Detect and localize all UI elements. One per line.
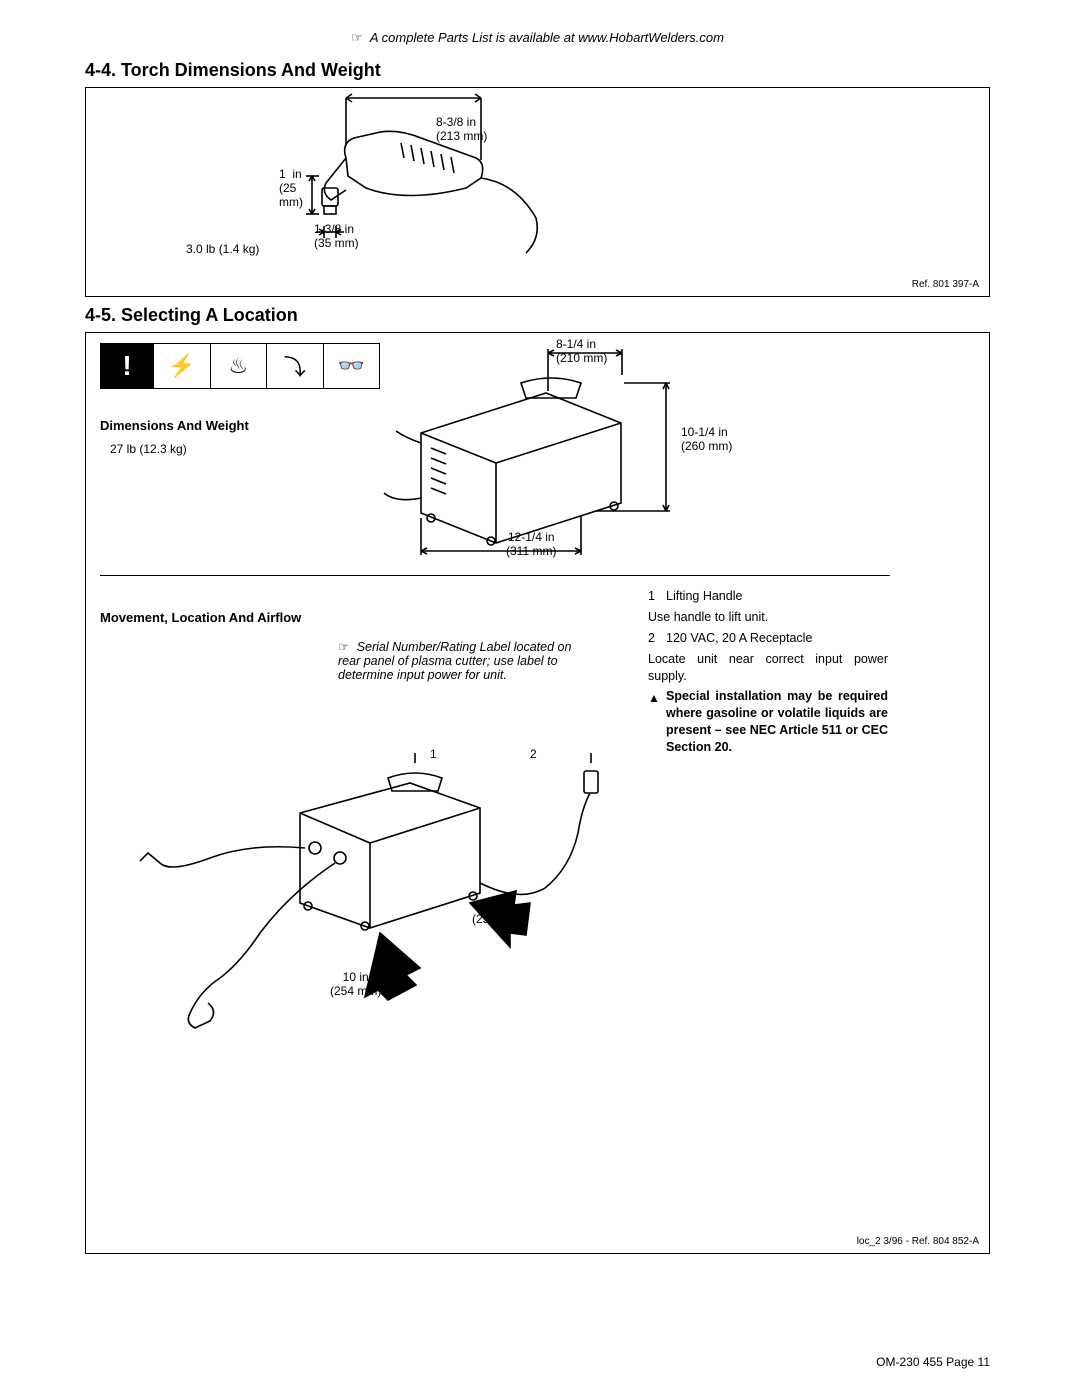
danger-icon: !	[101, 344, 153, 388]
list-1-num: 1	[648, 588, 666, 605]
figure-44: 8-3/8 in (213 mm) 1 in (25 mm) 1-3/8 in …	[85, 87, 990, 297]
list-2-label: 120 VAC, 20 A Receptacle	[666, 631, 812, 645]
list-2-text: Locate unit near correct input power sup…	[648, 651, 888, 685]
callout-2: 2	[530, 748, 537, 762]
torch-head-d-label: 1-3/8 in (35 mm)	[314, 223, 359, 251]
fig45-ref: loc_2 3/96 - Ref. 804 852-A	[857, 1236, 979, 1247]
torch-head-h-label: 1 in (25 mm)	[279, 168, 303, 209]
list-1-text: Use handle to lift unit.	[648, 609, 888, 626]
triangle-icon: ▲	[648, 690, 660, 706]
fig44-ref: Ref. 801 397-A	[912, 279, 979, 290]
figure-45: ! ⚡ ♨ ⤵ 👓	[85, 332, 990, 1254]
special-warning: ▲ Special installation may be required w…	[648, 688, 888, 756]
airflow-side-label: 10 in (254 mm)	[472, 899, 523, 927]
section-44-title: 4-4. Torch Dimensions And Weight	[85, 60, 990, 81]
unit-width-label: 8-1/4 in (210 mm)	[556, 338, 607, 366]
unit-length-label: 12-1/4 in (311 mm)	[506, 531, 556, 559]
fire-icon: ♨	[210, 344, 267, 388]
dim-weight-heading: Dimensions And Weight	[100, 419, 249, 434]
unit-height-label: 10-1/4 in (260 mm)	[681, 426, 732, 454]
falling-icon: ⤵	[266, 344, 323, 388]
hand-icon: ☞	[351, 30, 363, 45]
hand-icon: ☞	[338, 640, 349, 654]
shock-icon: ⚡	[153, 344, 210, 388]
movement-heading: Movement, Location And Airflow	[100, 611, 301, 626]
header-note-text: A complete Parts List is available at ww…	[370, 30, 724, 45]
serial-note-text: Serial Number/Rating Label located on re…	[338, 640, 571, 682]
special-text: Special installation may be required whe…	[666, 689, 888, 754]
section-45-title: 4-5. Selecting A Location	[85, 305, 990, 326]
page-footer: OM-230 455 Page 11	[876, 1355, 990, 1369]
goggles-icon: 👓	[323, 344, 380, 388]
movement-drawing	[100, 753, 640, 1043]
right-column: 1Lifting Handle Use handle to lift unit.…	[648, 588, 888, 756]
airflow-front-label: 10 in (254 mm)	[330, 971, 381, 999]
list-1-label: Lifting Handle	[666, 589, 742, 603]
list-2-num: 2	[648, 630, 666, 647]
torch-weight-label: 3.0 lb (1.4 kg)	[186, 243, 259, 257]
unit-weight: 27 lb (12.3 kg)	[110, 443, 187, 457]
header-note: ☞ A complete Parts List is available at …	[85, 30, 990, 46]
serial-note: ☞ Serial Number/Rating Label located on …	[338, 639, 588, 682]
warning-strip: ! ⚡ ♨ ⤵ 👓	[100, 343, 380, 389]
callout-1: 1	[430, 748, 437, 762]
torch-length-label: 8-3/8 in (213 mm)	[436, 116, 487, 144]
